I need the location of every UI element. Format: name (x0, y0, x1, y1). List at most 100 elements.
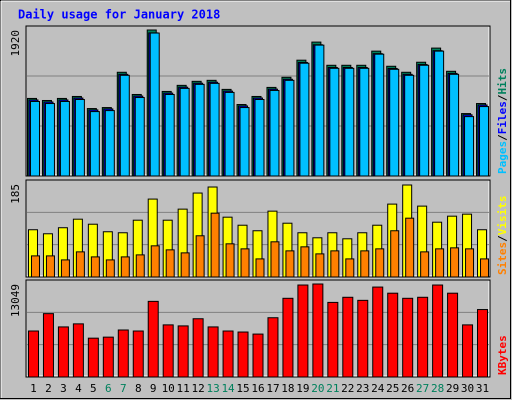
x-tick-label: 13 (206, 382, 219, 395)
bar (357, 299, 369, 378)
bar (87, 337, 99, 378)
x-tick-label: 27 (416, 382, 429, 395)
bar (102, 336, 114, 378)
bar (359, 67, 370, 177)
bar (479, 106, 490, 177)
bar (44, 103, 55, 177)
bar (447, 292, 459, 378)
bar (210, 212, 220, 278)
bar (374, 53, 385, 177)
bar (195, 235, 205, 278)
bar (372, 286, 384, 378)
bar (252, 333, 264, 378)
bar (60, 259, 70, 278)
x-tick-label: 3 (60, 382, 67, 395)
bar (417, 296, 429, 378)
bar (255, 258, 265, 278)
legend-separator: / (496, 235, 509, 242)
bar (104, 110, 115, 177)
bar (162, 324, 174, 378)
bar (45, 255, 55, 278)
bar (315, 253, 325, 278)
bar (177, 325, 189, 378)
bar (314, 44, 325, 177)
bar (300, 246, 310, 278)
x-tick-label: 29 (446, 382, 459, 395)
bar (405, 217, 415, 278)
x-tick-label: 5 (90, 382, 97, 395)
x-tick-label: 8 (135, 382, 142, 395)
legend: Sites/Visits (496, 196, 509, 276)
bar (74, 99, 85, 177)
bar (450, 247, 460, 278)
x-tick-label: 24 (371, 382, 385, 395)
x-tick-label: 4 (75, 382, 82, 395)
bar (89, 111, 100, 177)
x-tick-label: 11 (177, 382, 190, 395)
x-tick-label: 14 (221, 382, 235, 395)
bar (120, 256, 130, 278)
bar (135, 254, 145, 278)
x-tick-label: 19 (296, 382, 309, 395)
bar (432, 284, 444, 378)
legend: KBytes (496, 335, 509, 375)
bar (222, 330, 234, 378)
chart-title: Daily usage for January 2018 (18, 8, 220, 22)
bar (30, 255, 40, 278)
bar (207, 326, 219, 378)
y-tick-label: 13049 (9, 284, 22, 317)
bar (165, 249, 175, 278)
bar (117, 329, 129, 378)
bar (330, 250, 340, 278)
bar (297, 284, 309, 378)
bar (465, 248, 475, 278)
bar (360, 250, 370, 278)
bar (387, 292, 399, 378)
y-tick-label: 185 (9, 184, 22, 204)
legend-entry: Sites (496, 242, 509, 275)
bar (72, 323, 84, 378)
bar (269, 89, 280, 177)
legend-entry: Pages (496, 141, 509, 174)
legend-entry: Files (496, 101, 509, 134)
x-tick-label: 28 (431, 382, 444, 395)
bar (134, 97, 145, 177)
bar (462, 324, 474, 378)
bar (404, 74, 415, 177)
x-tick-label: 15 (236, 382, 249, 395)
bar (375, 248, 385, 278)
x-tick-label: 20 (311, 382, 324, 395)
x-tick-label: 12 (192, 382, 205, 395)
bar (90, 256, 100, 278)
bar (267, 317, 279, 378)
x-tick-label: 22 (341, 382, 354, 395)
x-tick-label: 2 (45, 382, 52, 395)
bar (59, 100, 70, 177)
bar (449, 73, 460, 177)
bar (147, 300, 159, 378)
x-tick-label: 10 (162, 382, 175, 395)
bar (312, 283, 324, 378)
x-tick-label: 21 (326, 382, 339, 395)
bar (270, 241, 280, 278)
x-tick-label: 18 (281, 382, 294, 395)
bar (285, 250, 295, 278)
legend-entry: KBytes (496, 335, 509, 375)
bar (477, 309, 489, 378)
bar (237, 331, 249, 378)
bar (225, 243, 235, 278)
bar (345, 258, 355, 278)
bar (284, 79, 295, 177)
bar (29, 100, 40, 177)
x-tick-label: 9 (150, 382, 157, 395)
x-tick-label: 1 (30, 382, 37, 395)
y-tick-label: 1920 (9, 30, 22, 57)
bar (420, 251, 430, 278)
legend-separator: / (496, 134, 509, 141)
bar (344, 67, 355, 177)
legend-separator: / (496, 94, 509, 101)
legend-entry: Visits (496, 196, 509, 236)
bar (179, 87, 190, 177)
bar (192, 318, 204, 378)
